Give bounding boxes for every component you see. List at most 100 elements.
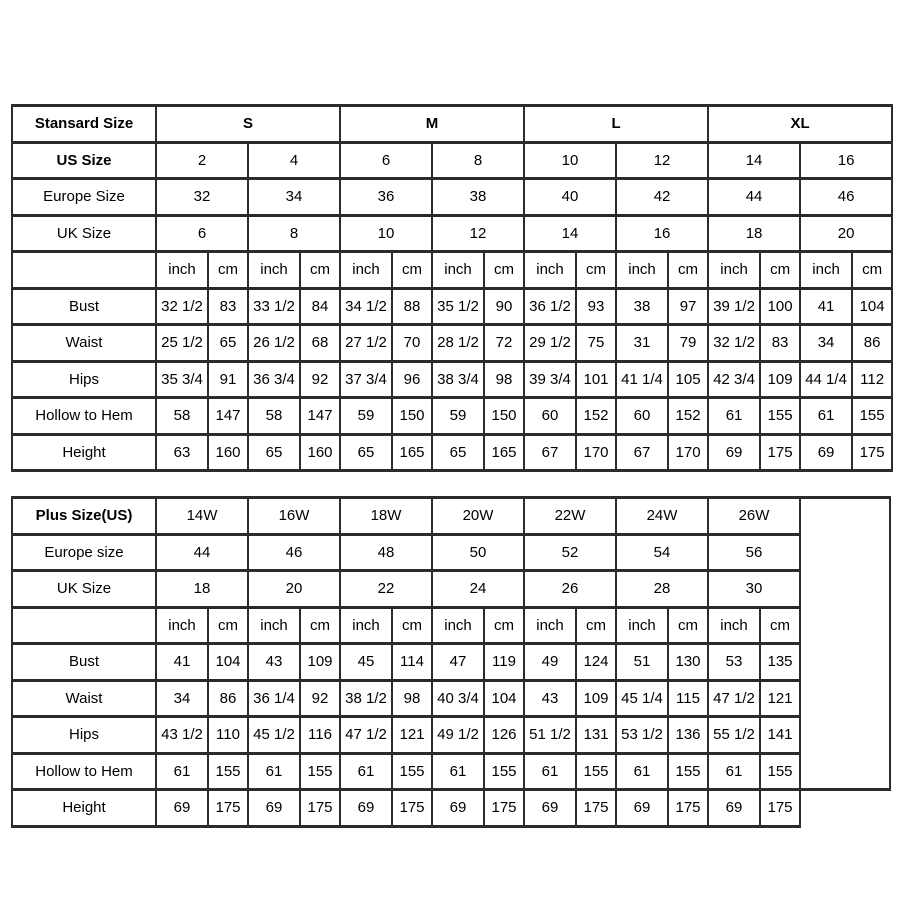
table-row-units: inch cm inch cm inch cm inch cm inch cm … [11, 605, 890, 645]
height-cm: 175 [391, 788, 433, 828]
height-cm: 175 [299, 788, 341, 828]
hollow-cm: 155 [759, 396, 802, 436]
bust-inch: 35 1/2 [431, 286, 486, 326]
europe-size-value: 46 [799, 177, 894, 217]
height-cm: 175 [483, 788, 525, 828]
hips-inch: 42 3/4 [707, 359, 762, 399]
hips-inch: 53 1/2 [615, 715, 669, 755]
us-size-value: 6 [339, 140, 434, 180]
hollow-inch: 60 [523, 396, 578, 436]
unit-cm: cm [483, 605, 525, 645]
plus-size-value: 18W [339, 496, 433, 536]
height-inch: 69 [615, 788, 669, 828]
uk-size-value: 24 [431, 569, 525, 609]
unit-inch: inch [155, 250, 209, 290]
waist-inch: 31 [615, 323, 670, 363]
unit-cm: cm [207, 250, 249, 290]
unit-cm: cm [298, 250, 342, 290]
row-label-uk-size: UK Size [11, 213, 157, 253]
uk-size-value: 20 [799, 213, 894, 253]
row-label-bust: Bust [11, 642, 157, 682]
unit-inch: inch [339, 250, 394, 290]
hollow-cm: 155 [667, 751, 709, 791]
waist-inch: 47 1/2 [707, 678, 761, 718]
height-inch: 67 [523, 432, 578, 472]
height-cm: 165 [483, 432, 526, 472]
height-cm: 160 [207, 432, 249, 472]
bust-cm: 104 [207, 642, 249, 682]
height-cm: 175 [667, 788, 709, 828]
hollow-inch: 61 [523, 751, 577, 791]
hips-cm: 121 [391, 715, 433, 755]
bust-cm: 119 [483, 642, 525, 682]
waist-inch: 34 [799, 323, 854, 363]
unit-cm: cm [299, 605, 341, 645]
unit-inch: inch [247, 250, 301, 290]
uk-size-value: 22 [339, 569, 433, 609]
uk-size-value: 20 [247, 569, 341, 609]
height-inch: 65 [247, 432, 301, 472]
europe-size-value: 44 [707, 177, 802, 217]
hollow-inch: 61 [799, 396, 854, 436]
hips-inch: 55 1/2 [707, 715, 761, 755]
height-inch: 69 [707, 432, 762, 472]
uk-size-value: 10 [339, 213, 434, 253]
europe-size-value: 36 [339, 177, 434, 217]
table-row-europe-size: Europe size 44 46 48 50 52 54 56 [11, 532, 890, 572]
height-inch: 65 [431, 432, 486, 472]
bust-inch: 41 [155, 642, 209, 682]
waist-inch: 27 1/2 [339, 323, 394, 363]
hips-inch: 37 3/4 [339, 359, 394, 399]
bust-cm: 88 [391, 286, 434, 326]
row-label-us-size: US Size [11, 140, 157, 180]
waist-inch: 34 [155, 678, 209, 718]
unit-inch: inch [155, 605, 209, 645]
height-inch: 69 [523, 788, 577, 828]
bust-cm: 135 [759, 642, 801, 682]
height-inch: 69 [799, 432, 854, 472]
table-row-bust: Bust 41 104 43 109 45 114 47 119 49 124 … [11, 642, 890, 682]
hips-cm: 126 [483, 715, 525, 755]
hollow-cm: 147 [207, 396, 249, 436]
europe-size-value: 46 [247, 532, 341, 572]
table-row-height: Height 63 160 65 160 65 165 65 165 67 17… [11, 432, 894, 472]
us-size-value: 12 [615, 140, 710, 180]
unit-cm: cm [759, 605, 801, 645]
hollow-inch: 61 [155, 751, 209, 791]
waist-cm: 121 [759, 678, 801, 718]
table-row-bust: Bust 32 1/2 83 33 1/2 84 34 1/2 88 35 1/… [11, 286, 894, 326]
europe-size-value: 50 [431, 532, 525, 572]
height-inch: 69 [707, 788, 761, 828]
hips-inch: 39 3/4 [523, 359, 578, 399]
hollow-inch: 61 [615, 751, 669, 791]
unit-cm: cm [391, 605, 433, 645]
europe-size-value: 48 [339, 532, 433, 572]
height-inch: 69 [247, 788, 301, 828]
bust-inch: 38 [615, 286, 670, 326]
uk-size-value: 6 [155, 213, 249, 253]
us-size-value: 2 [155, 140, 249, 180]
table-row-waist: Waist 25 1/2 65 26 1/2 68 27 1/2 70 28 1… [11, 323, 894, 363]
hips-cm: 98 [483, 359, 526, 399]
us-size-value: 10 [523, 140, 618, 180]
hips-inch: 35 3/4 [155, 359, 209, 399]
table-row-plus-size: Plus Size(US) 14W 16W 18W 20W 22W 24W 26… [11, 496, 891, 791]
hips-cm: 116 [299, 715, 341, 755]
hollow-cm: 150 [391, 396, 434, 436]
row-label-units-blank [11, 250, 157, 290]
uk-size-value: 14 [523, 213, 618, 253]
bust-inch: 53 [707, 642, 761, 682]
waist-cm: 70 [391, 323, 434, 363]
height-cm: 175 [207, 788, 249, 828]
us-size-value: 14 [707, 140, 802, 180]
bust-inch: 32 1/2 [155, 286, 209, 326]
size-group-m: M [339, 104, 526, 144]
bust-inch: 36 1/2 [523, 286, 578, 326]
table-row-us-size: US Size 2 4 6 8 10 12 14 16 [11, 140, 894, 180]
height-inch: 67 [615, 432, 670, 472]
height-cm: 175 [575, 788, 617, 828]
us-size-value: 8 [431, 140, 526, 180]
bust-cm: 109 [299, 642, 341, 682]
hips-cm: 91 [207, 359, 249, 399]
bust-cm: 114 [391, 642, 433, 682]
